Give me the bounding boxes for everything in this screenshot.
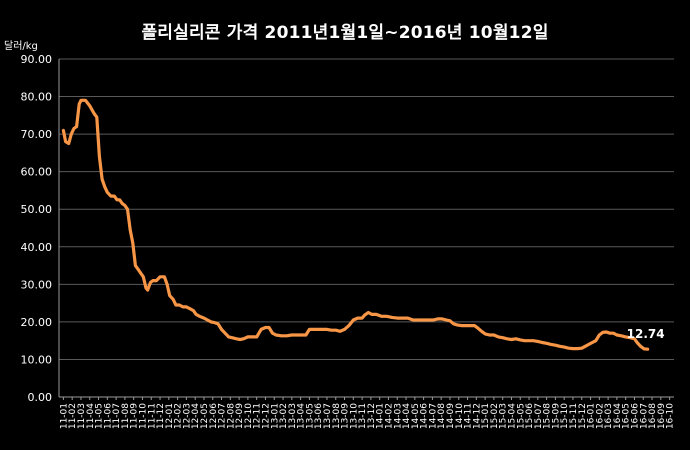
x-tick-label: 14-11 bbox=[464, 403, 474, 429]
x-tick-label: 14-08 bbox=[437, 403, 447, 429]
x-tick-label: 12-04 bbox=[191, 403, 201, 429]
x-tick-label: 11-10 bbox=[138, 403, 148, 429]
x-tick-label: 16-05 bbox=[622, 403, 632, 429]
x-tick-label: 16-02 bbox=[595, 403, 605, 429]
x-tick-label: 12-09 bbox=[235, 403, 245, 429]
x-tick-label: 13-07 bbox=[323, 403, 333, 429]
y-tick-label: 50.00 bbox=[21, 203, 53, 216]
price-series-line bbox=[61, 98, 650, 351]
x-tick-label: 12-11 bbox=[253, 403, 263, 429]
x-tick-label: 11-09 bbox=[130, 403, 140, 429]
x-tick-label: 11-03 bbox=[77, 403, 87, 429]
x-tick-label: 14-04 bbox=[402, 403, 412, 429]
x-tick-label: 16-04 bbox=[613, 403, 623, 429]
x-tick-label: 13-11 bbox=[358, 403, 368, 429]
x-tick-label: 11-11 bbox=[147, 403, 157, 429]
x-tick-label: 16-01 bbox=[587, 403, 597, 429]
x-tick-label: 13-04 bbox=[297, 403, 307, 429]
y-tick-label: 20.00 bbox=[21, 316, 53, 329]
x-tick-label: 13-06 bbox=[314, 403, 324, 429]
x-tick-label: 16-03 bbox=[604, 403, 614, 429]
x-tick-label: 13-05 bbox=[305, 403, 315, 429]
x-tick-label: 11-05 bbox=[95, 403, 105, 429]
x-tick-label: 13-02 bbox=[279, 403, 289, 429]
x-tick-label: 11-04 bbox=[86, 403, 96, 429]
x-tick-label: 16-09 bbox=[657, 403, 667, 429]
x-tick-label: 11-08 bbox=[121, 403, 131, 429]
y-tick-label: 90.00 bbox=[21, 53, 53, 66]
x-tick-label: 14-05 bbox=[411, 403, 421, 429]
x-tick-label: 11-06 bbox=[103, 403, 113, 429]
x-tick-label: 15-04 bbox=[507, 403, 517, 429]
x-tick-label: 12-08 bbox=[226, 403, 236, 429]
x-tick-label: 12-06 bbox=[209, 403, 219, 429]
x-tick-label: 11-07 bbox=[112, 403, 122, 429]
x-tick-label: 16-06 bbox=[630, 403, 640, 429]
x-tick-label: 14-07 bbox=[428, 403, 438, 429]
x-tick-label: 15-02 bbox=[490, 403, 500, 429]
x-tick-label: 13-10 bbox=[349, 403, 359, 429]
y-tick-label: 0.00 bbox=[28, 391, 53, 404]
x-tick-label: 15-10 bbox=[560, 403, 570, 429]
x-tick-label: 12-05 bbox=[200, 403, 210, 429]
x-tick-label: 12-07 bbox=[218, 403, 228, 429]
y-tick-label: 80.00 bbox=[21, 91, 53, 104]
x-tick-label: 15-12 bbox=[578, 403, 588, 429]
x-tick-label: 15-08 bbox=[543, 403, 553, 429]
x-tick-label: 14-09 bbox=[446, 403, 456, 429]
x-tick-label: 11-01 bbox=[59, 403, 69, 429]
x-tick-label: 16-07 bbox=[639, 403, 649, 429]
x-tick-label: 14-10 bbox=[455, 403, 465, 429]
y-tick-label: 60.00 bbox=[21, 166, 53, 179]
x-tick-label: 13-12 bbox=[367, 403, 377, 429]
y-tick-label: 70.00 bbox=[21, 128, 53, 141]
x-tick-label: 15-09 bbox=[551, 403, 561, 429]
y-tick-label: 10.00 bbox=[21, 353, 53, 366]
x-tick-label: 15-11 bbox=[569, 403, 579, 429]
x-tick-label: 15-03 bbox=[499, 403, 509, 429]
chart-title: 폴리실리콘 가격 2011년1월1일~2016년 10월12일 bbox=[141, 23, 549, 43]
x-tick-label: 14-01 bbox=[376, 403, 386, 429]
y-tick-label: 30.00 bbox=[21, 278, 53, 291]
x-tick-label: 12-12 bbox=[261, 403, 271, 429]
x-tick-label: 15-07 bbox=[534, 403, 544, 429]
x-tick-label: 14-06 bbox=[420, 403, 430, 429]
x-tick-label: 16-10 bbox=[666, 403, 676, 429]
x-tick-label: 11-02 bbox=[68, 403, 78, 429]
x-tick-label: 12-10 bbox=[244, 403, 254, 429]
x-tick-label: 13-01 bbox=[270, 403, 280, 429]
x-tick-label: 12-03 bbox=[182, 403, 192, 429]
data-label-last-value: 12.74 bbox=[627, 327, 665, 341]
x-tick-label: 13-09 bbox=[341, 403, 351, 429]
x-tick-label: 15-01 bbox=[481, 403, 491, 429]
x-tick-label: 12-01 bbox=[165, 403, 175, 429]
x-tick-label: 14-12 bbox=[472, 403, 482, 429]
x-tick-label: 16-08 bbox=[648, 403, 658, 429]
x-tick-label: 13-03 bbox=[288, 403, 298, 429]
x-tick-label: 14-03 bbox=[393, 403, 403, 429]
x-tick-label: 14-02 bbox=[384, 403, 394, 429]
x-tick-label: 11-12 bbox=[156, 403, 166, 429]
x-tick-label: 15-06 bbox=[525, 403, 535, 429]
x-tick-label: 12-02 bbox=[174, 403, 184, 429]
x-tick-label: 13-08 bbox=[332, 403, 342, 429]
y-tick-label: 40.00 bbox=[21, 241, 53, 254]
y-axis-unit-label: 달러/kg bbox=[4, 40, 38, 52]
x-tick-label: 15-05 bbox=[516, 403, 526, 429]
